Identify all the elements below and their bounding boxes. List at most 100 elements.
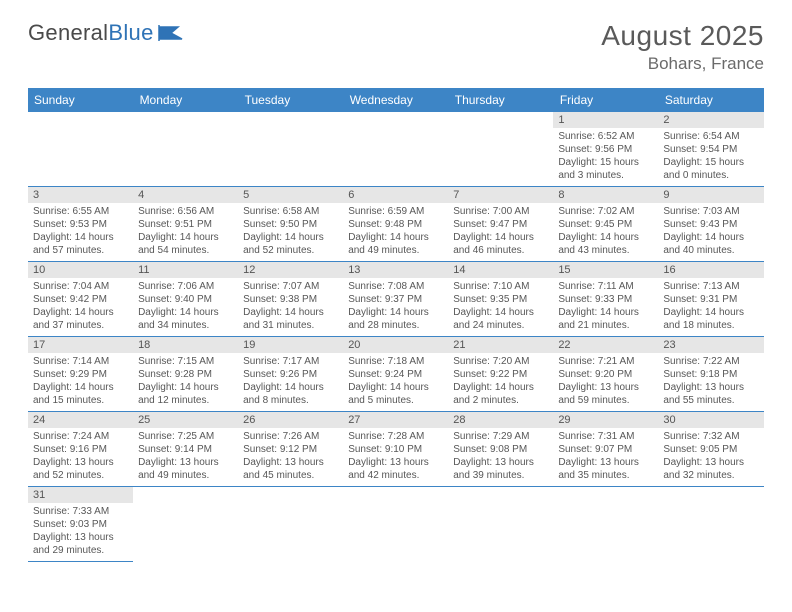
day-sr: Sunrise: 7:15 AM (138, 355, 233, 368)
calendar-cell: 30Sunrise: 7:32 AMSunset: 9:05 PMDayligh… (658, 412, 763, 487)
day-sr: Sunrise: 6:59 AM (348, 205, 443, 218)
calendar-row: 1Sunrise: 6:52 AMSunset: 9:56 PMDaylight… (28, 112, 764, 187)
day-sr: Sunrise: 7:22 AM (663, 355, 758, 368)
day-number: 9 (658, 187, 763, 203)
day-ss: Sunset: 9:26 PM (243, 368, 338, 381)
calendar-cell: 28Sunrise: 7:29 AMSunset: 9:08 PMDayligh… (448, 412, 553, 487)
day-body: Sunrise: 7:33 AMSunset: 9:03 PMDaylight:… (28, 503, 133, 561)
day-dl: Daylight: 14 hours and 31 minutes. (243, 306, 338, 332)
day-sr: Sunrise: 6:55 AM (33, 205, 128, 218)
calendar-cell: 27Sunrise: 7:28 AMSunset: 9:10 PMDayligh… (343, 412, 448, 487)
day-body: Sunrise: 7:07 AMSunset: 9:38 PMDaylight:… (238, 278, 343, 336)
day-dl: Daylight: 13 hours and 39 minutes. (453, 456, 548, 482)
day-body: Sunrise: 7:28 AMSunset: 9:10 PMDaylight:… (343, 428, 448, 486)
day-number: 10 (28, 262, 133, 278)
day-sr: Sunrise: 7:13 AM (663, 280, 758, 293)
day-number: 1 (553, 112, 658, 128)
calendar-cell: 11Sunrise: 7:06 AMSunset: 9:40 PMDayligh… (133, 262, 238, 337)
day-body: Sunrise: 7:06 AMSunset: 9:40 PMDaylight:… (133, 278, 238, 336)
day-body: Sunrise: 6:55 AMSunset: 9:53 PMDaylight:… (28, 203, 133, 261)
day-number: 28 (448, 412, 553, 428)
day-dl: Daylight: 13 hours and 59 minutes. (558, 381, 653, 407)
calendar-cell: 15Sunrise: 7:11 AMSunset: 9:33 PMDayligh… (553, 262, 658, 337)
day-number: 24 (28, 412, 133, 428)
day-sr: Sunrise: 7:08 AM (348, 280, 443, 293)
day-body: Sunrise: 6:54 AMSunset: 9:54 PMDaylight:… (658, 128, 763, 186)
day-number: 6 (343, 187, 448, 203)
day-dl: Daylight: 14 hours and 46 minutes. (453, 231, 548, 257)
day-ss: Sunset: 9:47 PM (453, 218, 548, 231)
day-sr: Sunrise: 6:58 AM (243, 205, 338, 218)
day-number: 26 (238, 412, 343, 428)
day-number: 17 (28, 337, 133, 353)
day-body: Sunrise: 6:58 AMSunset: 9:50 PMDaylight:… (238, 203, 343, 261)
day-dl: Daylight: 14 hours and 2 minutes. (453, 381, 548, 407)
day-dl: Daylight: 14 hours and 5 minutes. (348, 381, 443, 407)
calendar-cell (448, 487, 553, 562)
calendar-cell: 17Sunrise: 7:14 AMSunset: 9:29 PMDayligh… (28, 337, 133, 412)
calendar-cell (133, 487, 238, 562)
day-ss: Sunset: 9:03 PM (33, 518, 128, 531)
day-dl: Daylight: 13 hours and 42 minutes. (348, 456, 443, 482)
day-number: 13 (343, 262, 448, 278)
calendar-cell: 25Sunrise: 7:25 AMSunset: 9:14 PMDayligh… (133, 412, 238, 487)
calendar-cell: 29Sunrise: 7:31 AMSunset: 9:07 PMDayligh… (553, 412, 658, 487)
day-body: Sunrise: 7:00 AMSunset: 9:47 PMDaylight:… (448, 203, 553, 261)
calendar-cell: 1Sunrise: 6:52 AMSunset: 9:56 PMDaylight… (553, 112, 658, 187)
day-body: Sunrise: 7:03 AMSunset: 9:43 PMDaylight:… (658, 203, 763, 261)
day-body: Sunrise: 7:15 AMSunset: 9:28 PMDaylight:… (133, 353, 238, 411)
day-dl: Daylight: 14 hours and 18 minutes. (663, 306, 758, 332)
day-body: Sunrise: 7:29 AMSunset: 9:08 PMDaylight:… (448, 428, 553, 486)
day-sr: Sunrise: 7:24 AM (33, 430, 128, 443)
day-sr: Sunrise: 7:03 AM (663, 205, 758, 218)
calendar-cell (28, 112, 133, 187)
day-number: 20 (343, 337, 448, 353)
location: Bohars, France (601, 54, 764, 74)
day-ss: Sunset: 9:56 PM (558, 143, 653, 156)
day-dl: Daylight: 14 hours and 40 minutes. (663, 231, 758, 257)
day-sr: Sunrise: 7:26 AM (243, 430, 338, 443)
weekday-header: Thursday (448, 88, 553, 112)
day-ss: Sunset: 9:42 PM (33, 293, 128, 306)
day-dl: Daylight: 14 hours and 49 minutes. (348, 231, 443, 257)
logo: GeneralBlue (28, 20, 184, 46)
day-ss: Sunset: 9:05 PM (663, 443, 758, 456)
day-sr: Sunrise: 7:21 AM (558, 355, 653, 368)
calendar-row: 17Sunrise: 7:14 AMSunset: 9:29 PMDayligh… (28, 337, 764, 412)
calendar-cell: 16Sunrise: 7:13 AMSunset: 9:31 PMDayligh… (658, 262, 763, 337)
day-number: 29 (553, 412, 658, 428)
day-number: 12 (238, 262, 343, 278)
day-ss: Sunset: 9:10 PM (348, 443, 443, 456)
day-ss: Sunset: 9:29 PM (33, 368, 128, 381)
day-dl: Daylight: 14 hours and 54 minutes. (138, 231, 233, 257)
day-ss: Sunset: 9:22 PM (453, 368, 548, 381)
day-number: 7 (448, 187, 553, 203)
day-number: 2 (658, 112, 763, 128)
day-dl: Daylight: 13 hours and 32 minutes. (663, 456, 758, 482)
calendar-cell: 22Sunrise: 7:21 AMSunset: 9:20 PMDayligh… (553, 337, 658, 412)
day-body: Sunrise: 7:11 AMSunset: 9:33 PMDaylight:… (553, 278, 658, 336)
day-body: Sunrise: 7:18 AMSunset: 9:24 PMDaylight:… (343, 353, 448, 411)
day-number: 21 (448, 337, 553, 353)
day-ss: Sunset: 9:24 PM (348, 368, 443, 381)
day-ss: Sunset: 9:28 PM (138, 368, 233, 381)
day-sr: Sunrise: 7:33 AM (33, 505, 128, 518)
day-ss: Sunset: 9:18 PM (663, 368, 758, 381)
calendar-cell: 24Sunrise: 7:24 AMSunset: 9:16 PMDayligh… (28, 412, 133, 487)
calendar-cell (343, 112, 448, 187)
day-body: Sunrise: 7:22 AMSunset: 9:18 PMDaylight:… (658, 353, 763, 411)
day-sr: Sunrise: 7:32 AM (663, 430, 758, 443)
day-sr: Sunrise: 6:56 AM (138, 205, 233, 218)
day-body: Sunrise: 7:14 AMSunset: 9:29 PMDaylight:… (28, 353, 133, 411)
logo-text-1: General (28, 20, 108, 46)
calendar-cell: 9Sunrise: 7:03 AMSunset: 9:43 PMDaylight… (658, 187, 763, 262)
day-sr: Sunrise: 7:25 AM (138, 430, 233, 443)
day-number: 4 (133, 187, 238, 203)
day-dl: Daylight: 14 hours and 12 minutes. (138, 381, 233, 407)
day-number: 15 (553, 262, 658, 278)
calendar-cell (343, 487, 448, 562)
day-number: 31 (28, 487, 133, 503)
calendar-cell: 6Sunrise: 6:59 AMSunset: 9:48 PMDaylight… (343, 187, 448, 262)
calendar-head: SundayMondayTuesdayWednesdayThursdayFrid… (28, 88, 764, 112)
calendar-cell: 2Sunrise: 6:54 AMSunset: 9:54 PMDaylight… (658, 112, 763, 187)
